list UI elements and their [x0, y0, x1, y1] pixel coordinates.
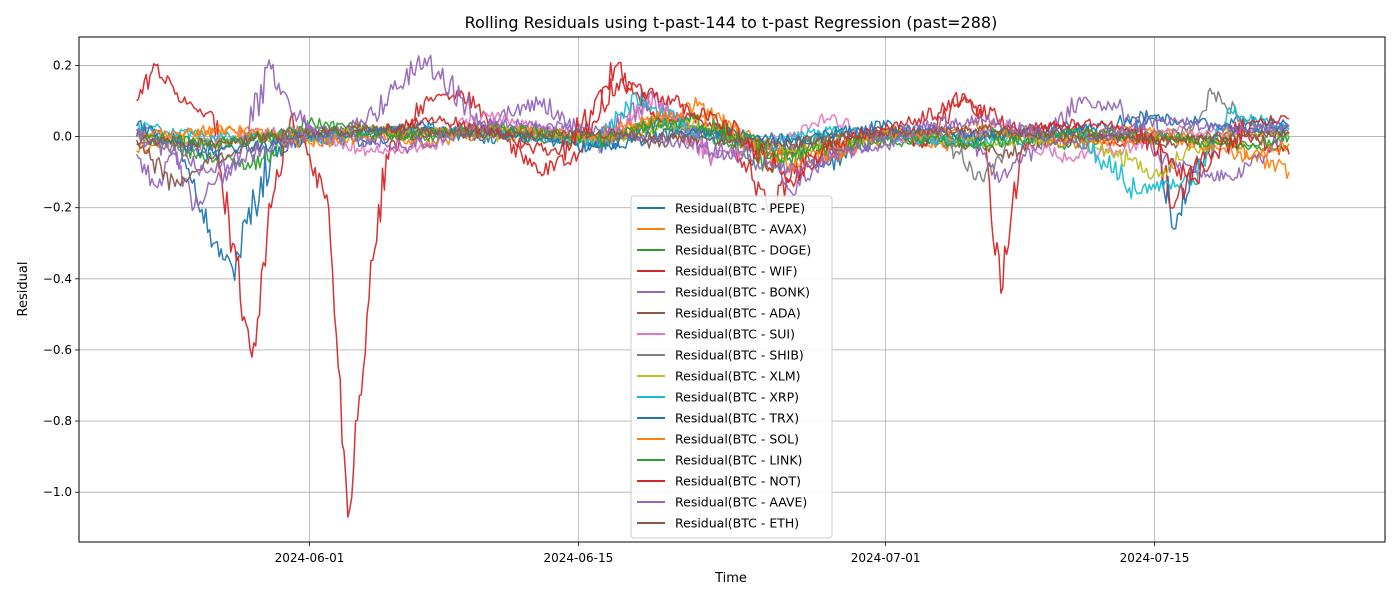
legend-label: Residual(BTC - SHIB)	[675, 348, 804, 363]
chart-title: Rolling Residuals using t-past-144 to t-…	[465, 13, 998, 32]
y-tick-label: −1.0	[43, 485, 72, 499]
legend-label: Residual(BTC - DOGE)	[675, 243, 811, 258]
x-tick-label: 2024-07-01	[851, 551, 921, 565]
legend-label: Residual(BTC - ADA)	[675, 306, 801, 321]
legend-label: Residual(BTC - TRX)	[675, 411, 799, 426]
x-tick-label: 2024-06-01	[275, 551, 345, 565]
legend-label: Residual(BTC - WIF)	[675, 264, 797, 279]
y-tick-label: 0.2	[53, 58, 72, 72]
series-line-xrp	[136, 87, 1290, 200]
y-tick-label: −0.6	[43, 343, 72, 357]
legend-label: Residual(BTC - SOL)	[675, 432, 799, 447]
legend-box	[630, 195, 833, 539]
x-tick-label: 2024-06-15	[543, 551, 613, 565]
legend-label: Residual(BTC - XRP)	[675, 390, 799, 405]
legend-label: Residual(BTC - LINK)	[675, 453, 802, 468]
y-tick-label: −0.8	[43, 414, 72, 428]
legend-label: Residual(BTC - ETH)	[675, 516, 799, 531]
legend-label: Residual(BTC - SUI)	[675, 327, 795, 342]
series-lines	[135, 54, 1290, 518]
legend-label: Residual(BTC - PEPE)	[675, 201, 805, 216]
legend-label: Residual(BTC - NOT)	[675, 474, 801, 489]
y-tick-label: 0.0	[53, 130, 72, 144]
legend-label: Residual(BTC - XLM)	[675, 369, 801, 384]
plot-frame	[78, 36, 1386, 543]
series-line-eth	[135, 124, 1290, 149]
y-axis-ticks: 0.2 0.0 −0.2 −0.4 −0.6 −0.8 −1.0	[43, 58, 79, 499]
x-tick-label: 2024-07-15	[1120, 551, 1190, 565]
y-tick-label: −0.4	[43, 272, 72, 286]
legend-label: Residual(BTC - AAVE)	[675, 495, 807, 510]
y-tick-label: −0.2	[43, 201, 72, 215]
x-axis-label: Time	[714, 571, 747, 586]
legend-label: Residual(BTC - BONK)	[675, 285, 810, 300]
series-line-link	[135, 112, 1290, 166]
x-axis-ticks: 2024-06-01 2024-06-15 2024-07-01 2024-07-15	[275, 542, 1190, 565]
y-axis-label: Residual	[16, 262, 31, 317]
legend-label: Residual(BTC - AVAX)	[675, 222, 807, 237]
legend: Residual(BTC - PEPE) Residual(BTC - AVAX)…	[630, 195, 833, 539]
